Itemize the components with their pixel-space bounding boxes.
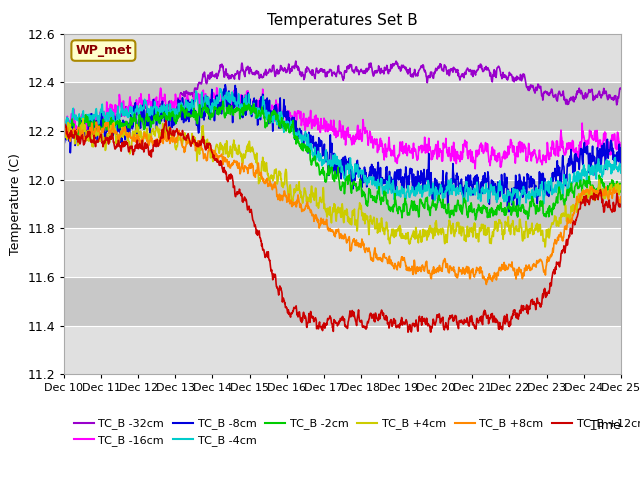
Bar — [64, 82, 621, 131]
TC_B -8cm — [221, 82, 229, 87]
TC_B -2cm — [318, 170, 326, 176]
TC_B -8cm — [318, 147, 326, 153]
TC_B +12cm — [617, 204, 625, 209]
TC_B -2cm — [126, 125, 134, 131]
TC_B -8cm — [103, 124, 111, 130]
TC_B -4cm — [617, 170, 625, 176]
TC_B -4cm — [378, 179, 385, 185]
TC_B +4cm — [318, 197, 326, 203]
TC_B +8cm — [378, 258, 385, 264]
TC_B +4cm — [79, 116, 87, 121]
TC_B -4cm — [60, 122, 68, 128]
Line: TC_B -8cm: TC_B -8cm — [64, 84, 621, 212]
TC_B -16cm — [126, 95, 134, 101]
TC_B -2cm — [219, 98, 227, 104]
TC_B -2cm — [297, 145, 305, 151]
TC_B -16cm — [378, 138, 385, 144]
TC_B +8cm — [297, 201, 305, 207]
TC_B +12cm — [103, 136, 111, 142]
Text: WP_met: WP_met — [75, 44, 132, 57]
TC_B -2cm — [60, 132, 68, 137]
Line: TC_B -32cm: TC_B -32cm — [64, 61, 621, 137]
TC_B -16cm — [318, 126, 326, 132]
TC_B +8cm — [92, 119, 100, 125]
TC_B -32cm — [378, 67, 385, 73]
TC_B -32cm — [292, 58, 300, 64]
Legend: TC_B -32cm, TC_B -16cm, TC_B -8cm, TC_B -4cm, TC_B -2cm, TC_B +4cm, TC_B +8cm, T: TC_B -32cm, TC_B -16cm, TC_B -8cm, TC_B … — [70, 414, 640, 450]
TC_B +8cm — [318, 220, 326, 226]
TC_B -16cm — [103, 102, 111, 108]
TC_B -4cm — [308, 148, 316, 154]
Line: TC_B +4cm: TC_B +4cm — [64, 119, 621, 247]
TC_B -2cm — [617, 188, 625, 194]
TC_B +8cm — [617, 194, 625, 200]
TC_B -32cm — [617, 85, 625, 91]
TC_B -32cm — [126, 107, 134, 113]
TC_B +12cm — [378, 309, 385, 315]
TC_B +4cm — [378, 216, 385, 222]
Bar — [64, 277, 621, 326]
TC_B -8cm — [378, 176, 385, 181]
TC_B -16cm — [297, 108, 305, 114]
TC_B -32cm — [60, 127, 68, 133]
TC_B +12cm — [308, 314, 316, 320]
TC_B -16cm — [213, 85, 221, 91]
TC_B +12cm — [60, 124, 68, 130]
TC_B -2cm — [472, 217, 479, 223]
TC_B -2cm — [308, 158, 316, 164]
TC_B +4cm — [104, 131, 111, 136]
TC_B -8cm — [297, 128, 305, 134]
TC_B +8cm — [60, 126, 68, 132]
Line: TC_B -16cm: TC_B -16cm — [64, 88, 621, 169]
TC_B +8cm — [308, 213, 316, 218]
TC_B -4cm — [516, 203, 524, 208]
TC_B +4cm — [126, 150, 134, 156]
Line: TC_B -4cm: TC_B -4cm — [64, 89, 621, 205]
TC_B -8cm — [617, 165, 625, 171]
TC_B +12cm — [297, 318, 305, 324]
TC_B -2cm — [103, 123, 111, 129]
TC_B +4cm — [60, 122, 68, 128]
TC_B +4cm — [297, 189, 305, 194]
TC_B -32cm — [319, 67, 326, 72]
TC_B -8cm — [308, 140, 316, 146]
Line: TC_B +12cm: TC_B +12cm — [64, 120, 621, 332]
TC_B +8cm — [483, 282, 490, 288]
TC_B +8cm — [126, 134, 134, 140]
TC_B -32cm — [308, 70, 316, 75]
TC_B -8cm — [505, 209, 513, 215]
Y-axis label: Temperature (C): Temperature (C) — [9, 153, 22, 255]
TC_B -8cm — [126, 131, 134, 137]
TC_B -4cm — [126, 106, 134, 111]
Text: Time: Time — [590, 419, 621, 432]
TC_B +4cm — [541, 244, 549, 250]
TC_B +4cm — [617, 184, 625, 190]
TC_B +8cm — [104, 120, 111, 125]
TC_B -16cm — [471, 166, 479, 172]
TC_B +12cm — [404, 329, 412, 335]
TC_B -16cm — [60, 120, 68, 126]
TC_B +4cm — [308, 189, 316, 194]
Line: TC_B -2cm: TC_B -2cm — [64, 101, 621, 220]
TC_B -4cm — [216, 86, 224, 92]
TC_B -4cm — [297, 132, 305, 137]
TC_B -32cm — [104, 115, 111, 121]
Line: TC_B +8cm: TC_B +8cm — [64, 122, 621, 285]
TC_B -32cm — [67, 134, 75, 140]
Title: Temperatures Set B: Temperatures Set B — [267, 13, 418, 28]
TC_B -16cm — [308, 125, 316, 131]
Bar — [64, 180, 621, 228]
TC_B -4cm — [318, 162, 326, 168]
TC_B -32cm — [297, 72, 305, 77]
TC_B -8cm — [60, 140, 68, 145]
TC_B -2cm — [378, 200, 385, 206]
TC_B +12cm — [318, 323, 326, 329]
TC_B -16cm — [617, 142, 625, 148]
TC_B -4cm — [103, 110, 111, 116]
TC_B +12cm — [162, 118, 170, 123]
TC_B +12cm — [126, 144, 134, 150]
